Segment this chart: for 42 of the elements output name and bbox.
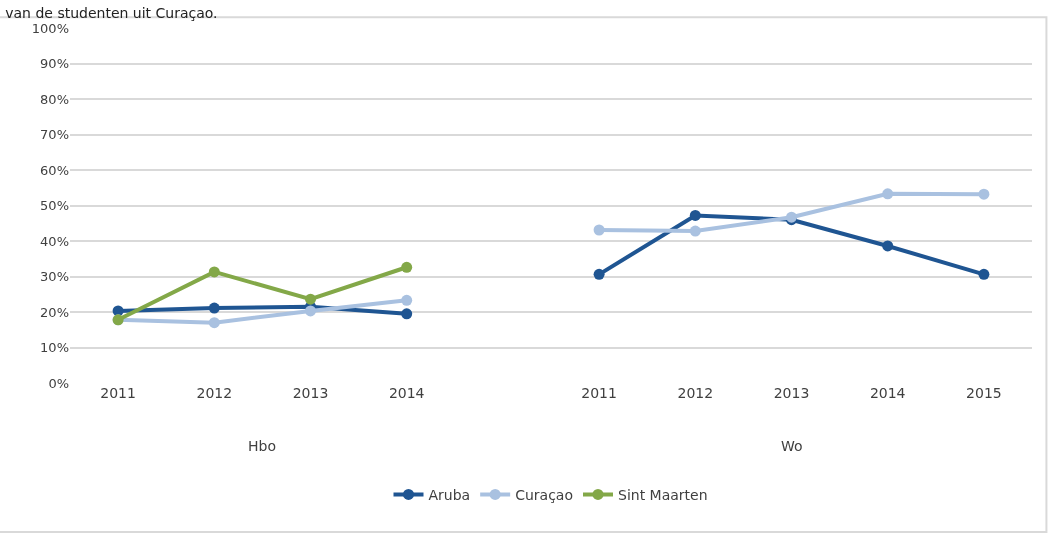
y-tick-label: 70% — [40, 127, 69, 143]
x-tick-label: 2011 — [100, 385, 136, 401]
point — [882, 188, 894, 200]
point — [305, 293, 316, 305]
legend-label: Curaçao — [515, 486, 573, 503]
point — [208, 266, 220, 278]
point — [593, 268, 605, 280]
x-tick-label: 2013 — [292, 385, 329, 401]
y-tick-label: 50% — [40, 198, 69, 214]
point — [978, 188, 990, 200]
x-tick-label: 2012 — [196, 385, 233, 401]
x-tick-label: 2012 — [677, 385, 714, 401]
point — [689, 209, 701, 221]
x-tick-label: 2015 — [966, 385, 1002, 401]
point — [401, 261, 413, 273]
legend-label: Aruba — [428, 486, 471, 503]
text: Wo — [781, 438, 803, 454]
point — [882, 240, 894, 252]
y-tick-label: 60% — [40, 162, 69, 178]
x-tick-label: 2014 — [388, 385, 425, 401]
point — [593, 224, 605, 236]
y-tick-label: 20% — [40, 304, 69, 320]
legend-label: Sint Maarten — [618, 486, 708, 503]
y-tick-label: 100% — [31, 20, 69, 36]
point — [208, 302, 220, 314]
x-tick-label: 2013 — [773, 385, 810, 401]
x-tick-label: 2011 — [581, 385, 617, 401]
y-tick-label: 40% — [40, 233, 69, 249]
y-tick-label: 80% — [40, 91, 69, 107]
x-tick-label: 2014 — [869, 385, 906, 401]
chart-title: van de studenten uit Curaçao. — [5, 4, 218, 21]
y-tick-label: 90% — [40, 56, 69, 72]
y-tick-label: 0% — [48, 375, 69, 391]
point — [978, 268, 990, 280]
point — [689, 225, 701, 237]
point — [401, 308, 413, 320]
point — [208, 317, 220, 329]
point — [305, 305, 316, 317]
y-tick-label: 10% — [40, 340, 69, 356]
text: Hbo — [248, 438, 276, 454]
y-tick-label: 30% — [40, 269, 69, 285]
point — [401, 294, 413, 306]
